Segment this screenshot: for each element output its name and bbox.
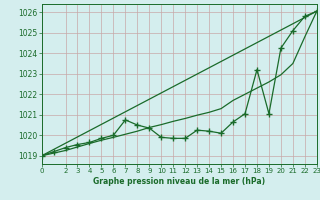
X-axis label: Graphe pression niveau de la mer (hPa): Graphe pression niveau de la mer (hPa) (93, 177, 265, 186)
